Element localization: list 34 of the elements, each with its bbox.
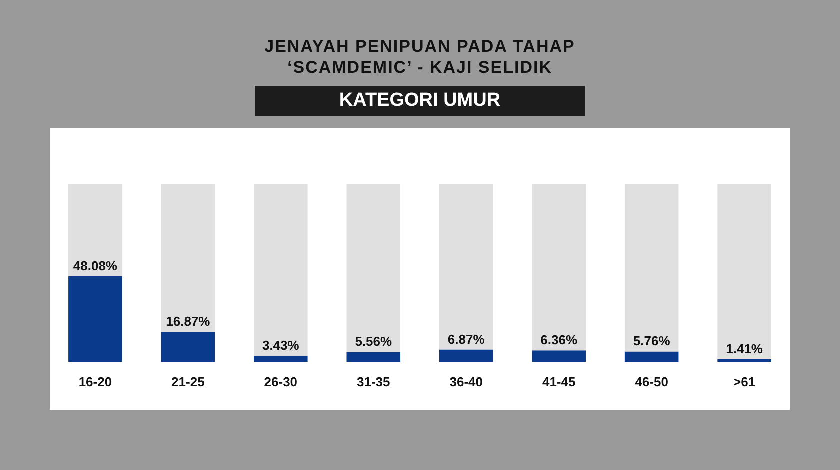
data-label: 5.56% (355, 334, 392, 350)
data-label: 3.43% (262, 338, 300, 353)
bar (532, 350, 586, 362)
x-tick-label: 26-30 (264, 374, 298, 390)
bar (161, 332, 216, 362)
bar (718, 359, 772, 362)
bar (346, 184, 401, 352)
x-tick-label: 36-40 (450, 374, 483, 390)
x-tick-label: 46-50 (635, 374, 668, 390)
data-label: 6.87% (448, 332, 486, 347)
bar (624, 184, 679, 352)
x-tick-label: >61 (734, 374, 756, 390)
x-tick-label: 31-35 (357, 374, 390, 390)
x-tick-label: 21-25 (172, 374, 205, 390)
bar (254, 184, 308, 356)
x-tick-label: 16-20 (78, 374, 112, 390)
bar (624, 352, 679, 362)
x-tick-label: 41-45 (542, 374, 576, 390)
bar (346, 352, 401, 362)
bar (532, 184, 586, 351)
data-label: 48.08% (73, 258, 118, 274)
data-label: 6.36% (540, 332, 578, 348)
data-label: 1.41% (726, 341, 764, 356)
bar (68, 184, 122, 276)
chart-title: JENAYAH PENIPUAN PADA TAHAP ‘SCAMDEMIC’ - KAJI SELIDIK (264, 36, 576, 78)
bar (718, 184, 772, 360)
bar (68, 276, 122, 362)
bar (161, 184, 216, 332)
data-label: 16.87% (166, 314, 211, 329)
chart-subtitle: KATEGORI UMUR (255, 86, 585, 116)
data-label: 5.76% (633, 334, 671, 349)
bar (254, 356, 308, 362)
bar (439, 184, 494, 350)
bar (439, 350, 494, 362)
